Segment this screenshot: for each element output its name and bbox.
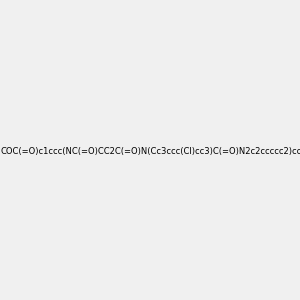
Text: COC(=O)c1ccc(NC(=O)CC2C(=O)N(Cc3ccc(Cl)cc3)C(=O)N2c2ccccc2)cc1: COC(=O)c1ccc(NC(=O)CC2C(=O)N(Cc3ccc(Cl)c… [1, 147, 300, 156]
